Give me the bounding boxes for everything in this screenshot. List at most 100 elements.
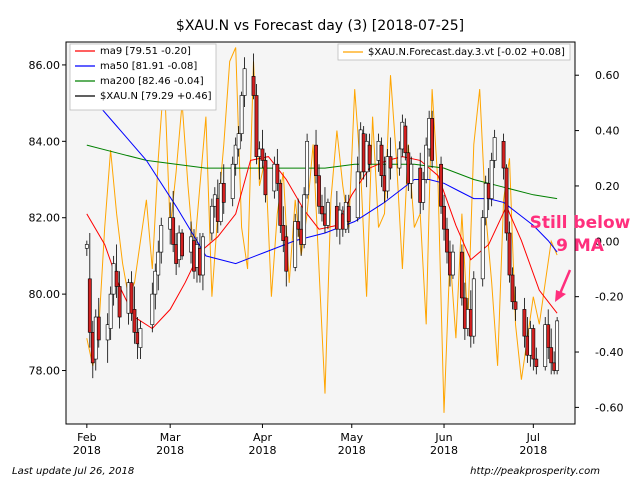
candle (451, 244, 455, 279)
right-tick-label: 0.00 (595, 235, 620, 248)
candle (275, 148, 280, 191)
left-tick-label: 84.00 (29, 135, 61, 148)
x-tick-year: 2018 (338, 444, 366, 457)
candle (105, 313, 110, 363)
candle-body (314, 144, 318, 176)
right-tick-label: -0.60 (595, 401, 623, 414)
candle-body (171, 217, 176, 245)
legend-right: $XAU.N.Forecast.day.3.vt [-0.02 +0.08] (337, 43, 571, 61)
candle (379, 137, 384, 188)
left-tick-label: 86.00 (29, 59, 61, 72)
candle (242, 57, 247, 107)
candle-body (242, 68, 247, 96)
candle (84, 240, 89, 256)
candle-body (180, 232, 184, 257)
candle-body (239, 95, 244, 134)
candle (239, 91, 244, 142)
candle (430, 110, 435, 169)
candle (278, 179, 283, 233)
candle-body (504, 167, 509, 234)
candle-body (317, 175, 321, 207)
candle (314, 129, 318, 184)
candle (132, 286, 137, 344)
candle-body (251, 76, 256, 96)
right-tick-label: 0.40 (595, 125, 620, 138)
candle (129, 271, 134, 321)
candle-body (221, 183, 226, 203)
candle (236, 126, 241, 157)
candle (409, 156, 414, 199)
candle-body (108, 293, 113, 329)
candle-body (132, 309, 137, 333)
candle-body (388, 156, 393, 169)
candle-body (439, 163, 443, 207)
candle-body (510, 274, 515, 303)
candle-body (409, 163, 414, 184)
candle-body (302, 194, 307, 245)
candle (510, 267, 515, 310)
candle (385, 148, 390, 199)
candle-body (296, 221, 301, 230)
candle (388, 137, 393, 180)
candle (501, 133, 506, 180)
footer-url: http://peakprosperity.com (470, 466, 600, 477)
candle-body (507, 232, 512, 276)
candle (230, 156, 235, 207)
legend-left: ma9 [79.51 -0.20] ma50 [81.91 -0.08] ma200… (69, 43, 217, 111)
candle-body (129, 282, 134, 314)
candle (549, 328, 554, 375)
footer-last-update: Last update Jul 26, 2018 (12, 466, 134, 477)
legend-left-label: ma50 [81.91 -0.08] (100, 61, 197, 72)
candle (459, 244, 464, 306)
candle-body (445, 228, 449, 253)
candle-body (156, 251, 161, 276)
candle (117, 271, 122, 329)
candle-body (424, 144, 429, 180)
candle (317, 164, 321, 214)
candle (87, 233, 92, 348)
candle (201, 233, 205, 291)
candle-body (230, 163, 235, 199)
candle (96, 297, 101, 348)
candle-body (471, 278, 476, 337)
right-tick-label: -0.40 (595, 346, 623, 359)
candle-body (236, 133, 241, 150)
candle-body (293, 221, 298, 268)
candle-body (305, 141, 310, 196)
candle (480, 210, 485, 287)
right-y-axis: -0.60 -0.40 -0.20 0.00 0.20 0.40 0.60 (575, 69, 623, 414)
x-axis: Feb2018Mar2018Apr2018May2018Jun2018Jul20… (73, 424, 547, 457)
candle (367, 133, 372, 172)
candle (156, 240, 161, 291)
candle-body (459, 251, 464, 299)
candle (424, 137, 429, 184)
left-tick-label: 82.00 (29, 212, 61, 225)
candle (108, 286, 113, 340)
candle (439, 156, 443, 214)
candle-body (534, 358, 539, 367)
candle (284, 225, 289, 287)
candle-body (209, 205, 214, 234)
x-tick-year: 2018 (156, 444, 184, 457)
left-tick-label: 78.00 (29, 365, 61, 378)
candle (305, 133, 310, 199)
candle (522, 297, 527, 348)
ma9-line (86, 156, 558, 330)
candle-body (281, 225, 286, 241)
candle-body (397, 148, 402, 169)
candle-body (326, 202, 330, 226)
candle (445, 217, 449, 264)
candle-body (159, 225, 164, 253)
candle-body (284, 236, 289, 272)
candle (546, 309, 551, 360)
candle-body (87, 278, 92, 333)
candle-body (138, 328, 143, 348)
candle-body (489, 160, 494, 199)
candle-body (451, 251, 455, 276)
candle (492, 129, 497, 169)
candle-body (522, 309, 527, 337)
candle-body (275, 163, 280, 184)
candle (513, 286, 518, 321)
candle-body (150, 293, 155, 325)
